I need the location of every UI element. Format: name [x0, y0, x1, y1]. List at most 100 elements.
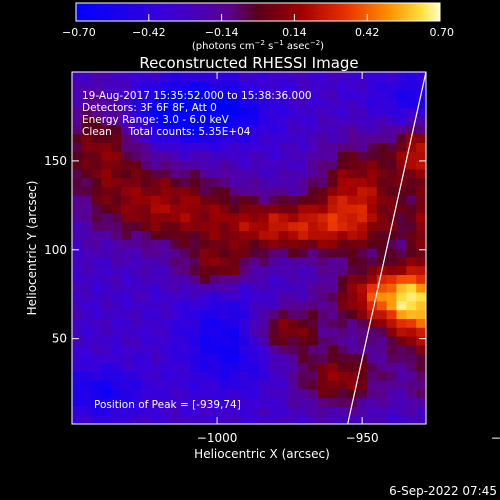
- heatmap-cell: [140, 318, 152, 328]
- heatmap-cell: [268, 80, 280, 91]
- heatmap-cell: [406, 212, 417, 223]
- heatmap-cell: [140, 168, 152, 179]
- heatmap-cell: [249, 72, 260, 82]
- heatmap-cell: [81, 248, 93, 258]
- heatmap-cell: [91, 248, 103, 258]
- heatmap-cell: [81, 388, 93, 399]
- heatmap-cell: [278, 283, 289, 293]
- heatmap-cell: [72, 256, 83, 267]
- heatmap-cell: [121, 415, 132, 424]
- heatmap-cell: [121, 265, 132, 275]
- heatmap-cell: [278, 89, 289, 99]
- heatmap-cell: [298, 292, 309, 302]
- heatmap-cell: [229, 230, 240, 240]
- heatmap-cell: [298, 221, 309, 231]
- heatmap-cell: [327, 362, 339, 372]
- heatmap-cell: [160, 89, 171, 99]
- heatmap-cell: [239, 80, 250, 91]
- heatmap-cell: [190, 98, 201, 108]
- heatmap-cell: [288, 336, 299, 346]
- heatmap-cell: [239, 274, 250, 284]
- heatmap-cell: [121, 168, 132, 179]
- heatmap-cell: [131, 142, 142, 152]
- heatmap-cell: [416, 362, 426, 372]
- heatmap-cell: [337, 230, 348, 240]
- y-tick-label: 50: [52, 332, 67, 346]
- heatmap-cell: [140, 248, 152, 258]
- heatmap-cell: [91, 177, 103, 187]
- heatmap-cell: [199, 89, 211, 99]
- heatmap-cell: [367, 406, 378, 416]
- heatmap-cell: [317, 80, 329, 91]
- heatmap-cell: [91, 380, 103, 390]
- heatmap-cell: [347, 98, 358, 108]
- heatmap-cell: [229, 89, 240, 99]
- heatmap-cell: [268, 116, 280, 126]
- heatmap-cell: [416, 124, 426, 135]
- heatmap-cell: [258, 72, 270, 82]
- heatmap-cell: [229, 204, 240, 214]
- heatmap-cell: [72, 353, 83, 363]
- heatmap-cell: [317, 98, 329, 108]
- heatmap-cell: [416, 212, 426, 223]
- heatmap-cell: [219, 344, 230, 355]
- heatmap-cell: [239, 318, 250, 328]
- heatmap-cell: [337, 221, 348, 231]
- heatmap-cell: [376, 212, 388, 223]
- heatmap-cell: [268, 177, 280, 187]
- heatmap-cell: [160, 371, 171, 381]
- heatmap-cell: [91, 415, 103, 424]
- heatmap-cell: [199, 98, 211, 108]
- heatmap-cell: [258, 230, 270, 240]
- heatmap-cell: [140, 283, 152, 293]
- heatmap-cell: [140, 415, 152, 424]
- heatmap-cell: [386, 98, 398, 108]
- heatmap-cell: [131, 265, 142, 275]
- heatmap-cell: [131, 300, 142, 311]
- heatmap-cell: [396, 336, 407, 346]
- colorbar-tick-label: −0.42: [132, 26, 166, 39]
- heatmap-cell: [131, 362, 142, 372]
- heatmap-cell: [91, 116, 103, 126]
- heatmap-cell: [190, 406, 201, 416]
- heatmap-cell: [396, 116, 407, 126]
- heatmap-cell: [229, 221, 240, 231]
- heatmap-cell: [367, 160, 378, 170]
- heatmap-cell: [367, 283, 378, 293]
- heatmap-cell: [347, 380, 358, 390]
- heatmap-cell: [91, 362, 103, 372]
- heatmap-cell: [249, 353, 260, 363]
- heatmap-cell: [386, 371, 398, 381]
- heatmap-cell: [258, 318, 270, 328]
- heatmap-cell: [298, 371, 309, 381]
- heatmap-cell: [298, 256, 309, 267]
- heatmap-cell: [140, 256, 152, 267]
- heatmap-cell: [81, 116, 93, 126]
- heatmap-cell: [249, 80, 260, 91]
- heatmap-cell: [101, 283, 112, 293]
- heatmap-cell: [229, 239, 240, 249]
- heatmap-cell: [160, 186, 171, 196]
- heatmap-cell: [81, 300, 93, 311]
- colorbar-tick-label: −0.14: [205, 26, 239, 39]
- heatmap-cell: [396, 283, 407, 293]
- heatmap-cell: [367, 80, 378, 91]
- heatmap-cell: [219, 239, 230, 249]
- heatmap-cell: [101, 274, 112, 284]
- heatmap-cell: [140, 221, 152, 231]
- heatmap-cell: [367, 177, 378, 187]
- heatmap-cell: [72, 300, 83, 311]
- heatmap-cell: [367, 248, 378, 258]
- heatmap-cell: [416, 371, 426, 381]
- heatmap-cell: [347, 124, 358, 135]
- heatmap-cell: [376, 221, 388, 231]
- heatmap-cell: [376, 142, 388, 152]
- heatmap-cell: [357, 318, 368, 328]
- heatmap-cell: [347, 195, 358, 205]
- heatmap-cell: [308, 124, 319, 135]
- heatmap-cell: [268, 362, 280, 372]
- heatmap-cell: [160, 80, 171, 91]
- heatmap-cell: [150, 212, 162, 223]
- heatmap-cell: [160, 353, 171, 363]
- heatmap-cell: [268, 371, 280, 381]
